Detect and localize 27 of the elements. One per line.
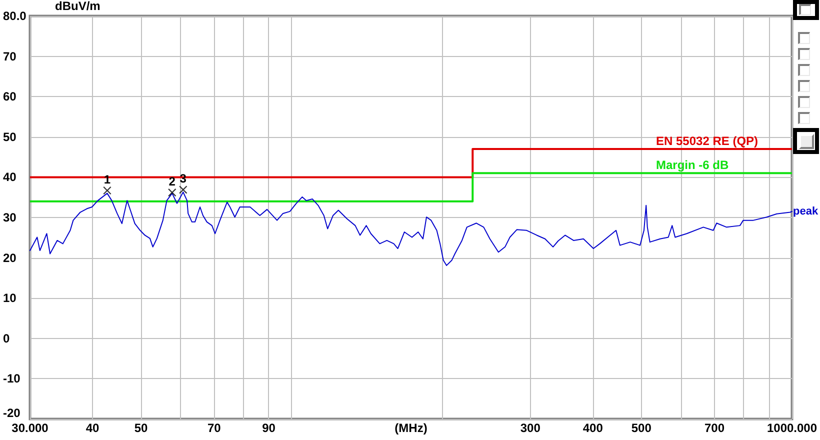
x-tick-label: 700 — [704, 421, 725, 435]
y-tick-label: 30 — [3, 210, 17, 224]
y-tick-label: 0 — [3, 331, 10, 346]
y-tick-label: 80.0 — [3, 9, 27, 23]
x-tick-label: 400 — [582, 421, 604, 435]
x-tick-label: 500 — [631, 421, 652, 435]
x-tick-label: 90 — [262, 421, 276, 435]
y-tick-label: 40 — [3, 170, 17, 184]
y-tick-label: 10 — [3, 291, 17, 306]
y-tick-label: -20 — [3, 406, 21, 420]
y-tick-label: 70 — [3, 49, 17, 64]
x-tick-label: 40 — [86, 421, 100, 435]
y-tick-label: 50 — [3, 130, 17, 144]
y-axis-title: dBuV/m — [55, 0, 100, 13]
series-label: EN 55032 RE (QP) — [656, 134, 758, 148]
y-tick-label: 20 — [3, 250, 17, 265]
x-tick-label: 300 — [520, 421, 541, 435]
y-tick-label: -10 — [3, 372, 21, 386]
x-axis-title: (MHz) — [394, 421, 428, 435]
x-tick-label: 30.000 — [12, 421, 49, 435]
x-tick-label: 1000.000 — [766, 421, 818, 435]
x-tick-label: 70 — [207, 421, 222, 435]
annotation: 2 — [168, 174, 176, 189]
y-tick-label: 60 — [3, 90, 17, 104]
x-tick-label: 50 — [134, 421, 148, 435]
series-label: Margin -6 dB — [656, 158, 729, 172]
series-label: peak — [793, 205, 819, 218]
